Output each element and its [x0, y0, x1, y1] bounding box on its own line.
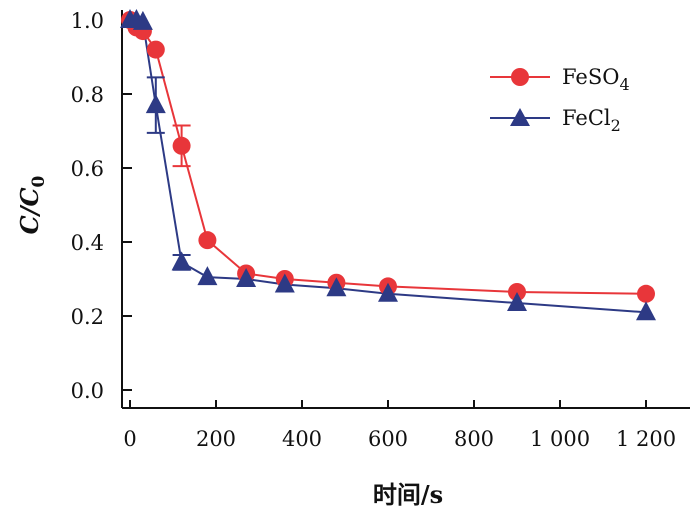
y-tick-label: 0.8	[71, 83, 104, 107]
legend-item-fecl2: FeCl2	[490, 106, 621, 135]
ticks: 0 200 400 600 800 1 000 1 200 0.0 0.2 0.4 0.6 0.8 1.…	[71, 9, 676, 451]
data-point-fecl2	[326, 277, 347, 297]
y-tick-label: 0.6	[71, 157, 104, 181]
legend-label-feso4: FeSO4	[562, 65, 630, 94]
y-tick-label: 1.0	[71, 9, 104, 33]
series-line-feso4	[129, 19, 647, 295]
x-axis-title: 时间/s	[373, 480, 443, 509]
data-point-feso4	[172, 136, 191, 155]
data-point-feso4	[198, 231, 217, 250]
x-tick-label: 800	[454, 427, 494, 451]
legend: FeSO4 FeCl2	[490, 65, 630, 135]
x-tick-label: 0	[123, 427, 136, 451]
legend-label-feso4-sub: 4	[619, 75, 629, 94]
data-point-feso4	[508, 282, 526, 301]
legend-label-feso4-main: FeSO	[562, 65, 619, 89]
data-point-fecl2	[171, 251, 192, 271]
data-point-fecl2	[132, 10, 153, 30]
legend-label-fecl2: FeCl2	[562, 106, 621, 135]
legend-marker-triangle	[510, 108, 530, 126]
legend-marker-circle	[511, 68, 529, 86]
y-axis-title-sub: 0	[29, 175, 49, 187]
data-point-fecl2	[636, 301, 656, 321]
data-point-fecl2	[507, 292, 527, 312]
x-tick-label: 1 200	[616, 427, 676, 451]
y-tick-label: 0.4	[71, 231, 104, 255]
data-point-fecl2	[236, 268, 257, 287]
y-axis-title-main: C/C	[15, 187, 44, 234]
data-point-feso4	[146, 40, 165, 59]
data-point-fecl2	[378, 282, 398, 302]
y-tick-label: 0.0	[71, 379, 104, 403]
y-axis-title: C/C0	[15, 175, 49, 234]
x-tick-label: 1 000	[530, 427, 590, 451]
data-point-fecl2	[274, 273, 295, 293]
legend-label-fecl2-main: FeCl	[562, 106, 611, 130]
data-point-fecl2	[145, 94, 166, 114]
x-tick-label: 200	[196, 427, 236, 451]
data-point-fecl2	[197, 266, 218, 286]
x-tick-label: 600	[368, 427, 408, 451]
series-layer	[120, 9, 656, 321]
data-point-feso4	[637, 284, 655, 303]
y-tick-label: 0.2	[71, 305, 104, 329]
x-tick-label: 400	[282, 427, 322, 451]
legend-label-fecl2-sub: 2	[611, 116, 621, 135]
legend-item-feso4: FeSO4	[490, 65, 630, 94]
